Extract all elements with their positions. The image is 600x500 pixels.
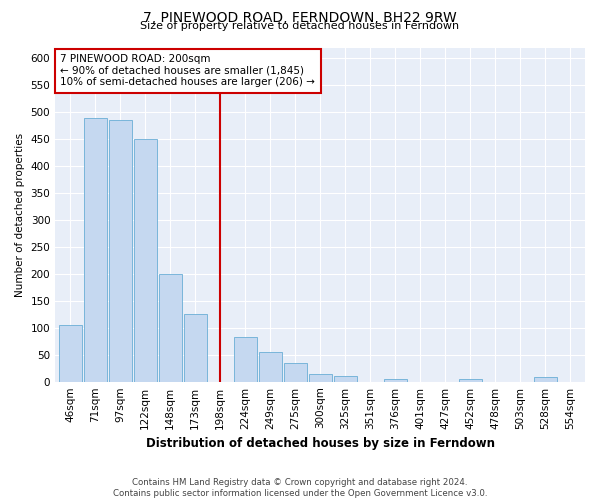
- Bar: [233, 337, 257, 382]
- Text: Contains HM Land Registry data © Crown copyright and database right 2024.
Contai: Contains HM Land Registry data © Crown c…: [113, 478, 487, 498]
- Bar: [334, 376, 356, 382]
- Bar: [533, 378, 557, 382]
- Text: Size of property relative to detached houses in Ferndown: Size of property relative to detached ho…: [140, 21, 460, 31]
- Y-axis label: Number of detached properties: Number of detached properties: [15, 132, 25, 296]
- Bar: [259, 352, 281, 382]
- Bar: [134, 139, 157, 382]
- Bar: [458, 379, 482, 382]
- Bar: [308, 374, 332, 382]
- Bar: [383, 379, 407, 382]
- Bar: [59, 325, 82, 382]
- Bar: [109, 120, 131, 382]
- Bar: [83, 118, 107, 382]
- X-axis label: Distribution of detached houses by size in Ferndown: Distribution of detached houses by size …: [146, 437, 494, 450]
- Text: 7, PINEWOOD ROAD, FERNDOWN, BH22 9RW: 7, PINEWOOD ROAD, FERNDOWN, BH22 9RW: [143, 11, 457, 25]
- Bar: [184, 314, 206, 382]
- Bar: [158, 274, 182, 382]
- Bar: [284, 363, 307, 382]
- Text: 7 PINEWOOD ROAD: 200sqm
← 90% of detached houses are smaller (1,845)
10% of semi: 7 PINEWOOD ROAD: 200sqm ← 90% of detache…: [61, 54, 316, 88]
